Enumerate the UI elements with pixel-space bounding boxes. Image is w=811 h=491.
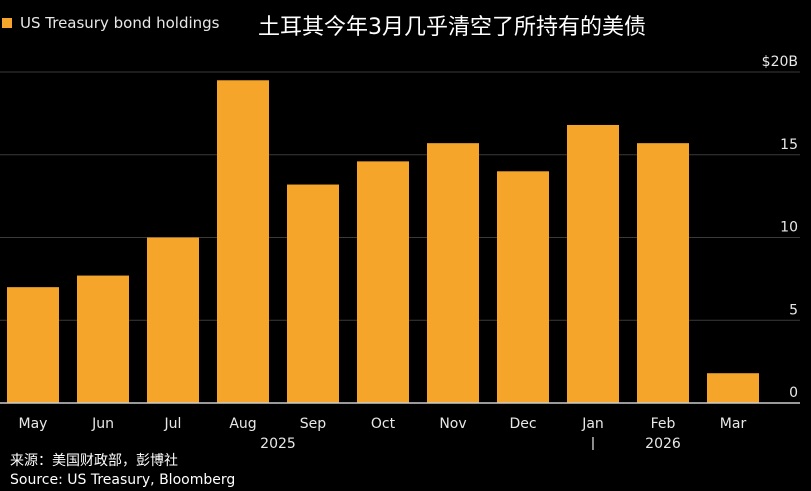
chart-title: 土耳其今年3月几乎清空了所持有的美债 <box>258 15 646 40</box>
bar <box>497 171 549 403</box>
bar <box>707 373 759 403</box>
bar <box>637 143 689 404</box>
x-tick-label: Feb <box>651 416 676 432</box>
y-tick-label: 10 <box>780 220 798 236</box>
year-separator: | <box>591 436 596 450</box>
bar <box>7 287 59 403</box>
y-tick-label: 15 <box>780 137 798 153</box>
y-tick-label: 5 <box>789 302 798 318</box>
bar <box>427 143 479 404</box>
bar <box>77 275 129 403</box>
bar <box>287 184 339 403</box>
bar <box>357 161 409 403</box>
x-tick-label: May <box>19 416 48 432</box>
bar <box>217 80 269 404</box>
x-tick-label: Dec <box>509 416 536 432</box>
x-tick-label: Jul <box>164 416 182 432</box>
footer: 来源：美国财政部，彭博社 Source: US Treasury, Bloomb… <box>10 452 235 490</box>
legend-label: US Treasury bond holdings <box>20 14 220 32</box>
bar <box>567 124 619 404</box>
y-tick-label: 0 <box>789 385 798 401</box>
source-chinese: 来源：美国财政部，彭博社 <box>10 453 178 469</box>
x-tick-label: Jun <box>91 416 114 432</box>
x-tick-label: Nov <box>439 416 466 432</box>
x-tick-label: Sep <box>300 416 327 432</box>
legend: US Treasury bond holdings <box>0 14 220 32</box>
x-tick-label: Mar <box>720 416 747 432</box>
x-tick-label: Jan <box>581 416 604 432</box>
x-tick-label: Aug <box>229 416 256 432</box>
x-tick-label: Oct <box>371 416 396 432</box>
source-english: Source: US Treasury, Bloomberg <box>10 472 236 488</box>
y-tick-label: $20B <box>762 54 798 70</box>
legend-swatch <box>2 18 12 28</box>
year-label: 2026 <box>645 436 681 450</box>
bar-chart: 0 5 10 15 $20B May Jun Jul Aug Sep Oct Nov Dec Jan Feb… <box>0 54 800 450</box>
year-label: 2025 <box>260 436 296 450</box>
bar <box>147 237 199 403</box>
chart-header: US Treasury bond holdings 土耳其今年3月几乎清空了所持… <box>0 0 811 50</box>
